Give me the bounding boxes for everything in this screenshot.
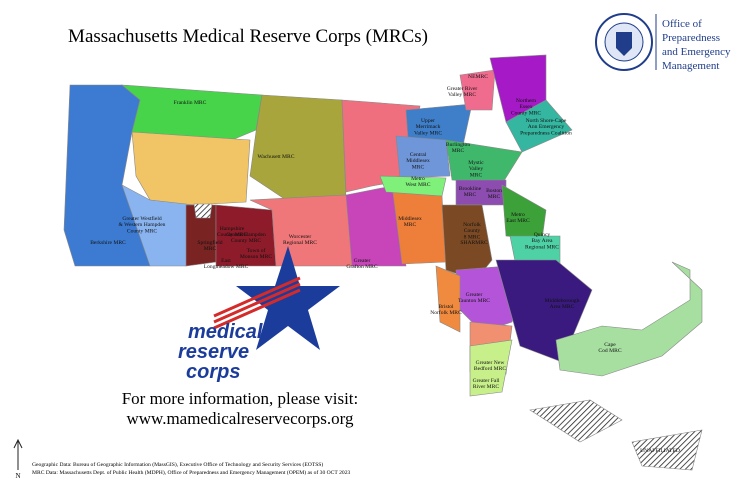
region-label: East — [221, 258, 231, 264]
region-label: Berkshire MRC — [90, 240, 126, 246]
region-label: Preparedness Coalition — [520, 130, 572, 136]
region-label: Bedford MRC — [474, 365, 506, 372]
office-text: Preparedness — [662, 32, 720, 44]
region-label: Taunton MRC — [458, 298, 490, 304]
regions — [63, 54, 703, 471]
region-label: SHARMRC — [460, 240, 488, 246]
region-label: NEMRC — [468, 74, 488, 80]
region-label: MRC — [470, 172, 483, 178]
region-label: Boston — [486, 188, 502, 194]
region-label: County MRC — [511, 110, 542, 116]
region-label: Ann Emergency — [528, 124, 565, 130]
region-label: Quincy — [534, 232, 551, 238]
logo-text: corps — [186, 361, 240, 383]
region-label: County MRC — [127, 228, 158, 234]
info-link[interactable]: www.mamedicalreservecorps.org — [126, 409, 354, 428]
region-label: Regional MRC — [525, 244, 559, 250]
source-text: Geographic Data: Bureau of Geographic In… — [32, 461, 323, 468]
region-label: Middlesex — [406, 158, 430, 164]
region-label: County MRC — [217, 232, 248, 238]
region-label: Bay Area — [532, 238, 553, 244]
region-label: Mystic — [468, 160, 484, 166]
region-label: Wachusett MRC — [258, 154, 295, 160]
info-text: For more information, please visit: — [122, 389, 359, 408]
region-label: Greater Westfield — [122, 215, 162, 222]
region-label: Monson MRC — [240, 254, 272, 260]
region-label: Town of — [247, 247, 266, 254]
region-label: Essex — [519, 104, 532, 110]
source-text: MRC Data: Massachusetts Dept. of Public … — [32, 469, 351, 476]
region-label: Franklin MRC — [174, 100, 207, 106]
region-label: North Shore-Cape — [526, 118, 567, 124]
map-title: Massachusetts Medical Reserve Corps (MRC… — [68, 26, 428, 47]
region-label: Valley MRC — [414, 130, 442, 136]
office-logo: Office of Preparedness and Emergency Man… — [595, 13, 731, 72]
logo-text: medical — [188, 321, 263, 343]
region-label: UNAFFILIATED — [640, 448, 680, 454]
north-arrow: N — [13, 438, 23, 480]
region-label: Greater — [354, 258, 371, 264]
region-label: MRC — [404, 222, 417, 228]
region-label: MRC — [464, 192, 477, 198]
office-text: Office of — [662, 18, 702, 30]
region-label: Norfolk — [463, 221, 481, 228]
region-label: Regional MRC — [283, 240, 317, 246]
region-label: Central — [410, 152, 427, 158]
region-label: MRC — [488, 194, 501, 200]
mrc-logo: medical reserve corps — [178, 246, 340, 383]
region-label: Greater New — [476, 360, 506, 366]
region-label: Brookline — [459, 186, 482, 192]
region-label: Upper — [421, 118, 435, 124]
region-label: River MRC — [473, 384, 500, 390]
region-label: Central Hampden — [226, 232, 266, 238]
region-label: Merrimack — [416, 124, 441, 130]
region-label: Burlington — [446, 142, 470, 148]
office-text: and Emergency — [662, 46, 731, 58]
region-label: Area MRC — [550, 304, 575, 310]
region-label: Greater — [466, 292, 483, 298]
region-label: MRC — [412, 164, 425, 170]
region-label: Bristol — [438, 304, 454, 310]
region-label: County — [464, 228, 481, 234]
region-label: Metro — [411, 176, 425, 182]
region-label: Hampshire — [220, 226, 245, 232]
region-label: MRC — [204, 246, 217, 252]
region-label: Worcester — [289, 234, 312, 240]
region-label: Middlesex — [398, 216, 422, 222]
north-label: N — [15, 472, 20, 480]
logo-text: reserve — [178, 341, 249, 363]
region-label: MRC — [452, 148, 465, 154]
region-label: Greater River — [447, 86, 478, 92]
region-label: Longmeadow MRC — [204, 264, 249, 270]
region-label: 8 MRC — [464, 234, 481, 240]
region-label: Cape — [604, 342, 616, 348]
region-label: Middleborough — [545, 298, 580, 304]
region-label: Greater Fall — [473, 378, 500, 384]
region-label: & Western Hampden — [119, 222, 166, 228]
region-label: West MRC — [406, 182, 431, 188]
region-label: Valley — [469, 166, 483, 172]
region-label: East MRC — [506, 218, 530, 224]
region-label: Grafton MRC — [346, 263, 377, 270]
region-label: Springfield — [197, 239, 222, 246]
office-text: Management — [662, 60, 719, 72]
region-label: Cod MRC — [598, 348, 621, 354]
region-label: Norfolk MRC — [430, 309, 462, 316]
region-label: Northern — [516, 98, 536, 104]
region-label: Valley MRC — [448, 92, 476, 98]
region-label: Metro — [511, 212, 525, 218]
region-label: County MRC — [231, 238, 262, 244]
